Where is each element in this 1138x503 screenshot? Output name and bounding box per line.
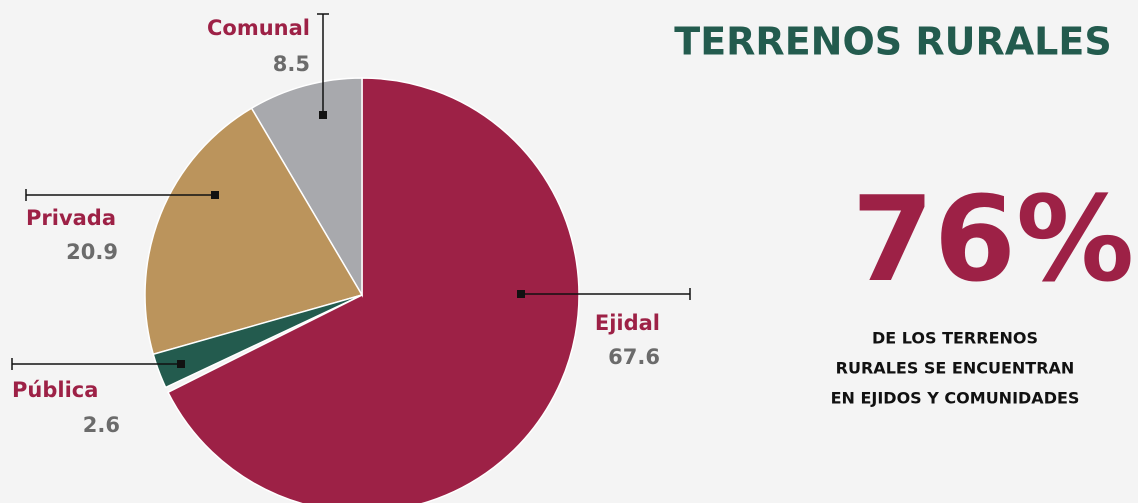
leader-dot — [211, 191, 219, 199]
slice-value: 8.5 — [273, 52, 310, 76]
slice-label: Privada — [26, 206, 116, 230]
slice-label: Ejidal — [595, 311, 660, 335]
slice-value: 2.6 — [83, 413, 120, 437]
chart-title: TERRENOS RURALES — [674, 20, 1111, 64]
highlight: 76% — [852, 170, 1134, 308]
leader-dot — [319, 111, 327, 119]
pie-slice — [144, 107, 364, 356]
leader-dot — [517, 290, 525, 298]
pie-slice — [167, 77, 580, 503]
slice-value: 20.9 — [66, 240, 118, 264]
note-line: RURALES SE ENCUENTRAN — [836, 359, 1075, 378]
pie-slice — [250, 77, 363, 298]
pie-slice — [152, 294, 363, 389]
slice-label: Pública — [12, 378, 98, 402]
slice-value: 67.6 — [608, 345, 660, 369]
slice-label: Comunal — [207, 16, 310, 40]
note-line: DE LOS TERRENOS — [872, 329, 1038, 348]
leader-dot — [177, 360, 185, 368]
note-line: EN EJIDOS Y COMUNIDADES — [831, 389, 1080, 408]
